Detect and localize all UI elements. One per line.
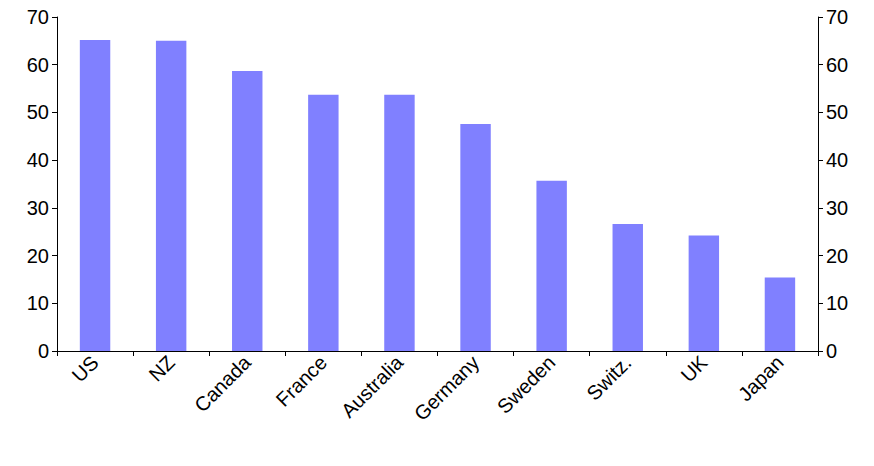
svg-text:Australia: Australia [337, 351, 408, 422]
svg-text:50: 50 [826, 101, 848, 123]
svg-text:0: 0 [826, 340, 837, 362]
svg-text:Switz.: Switz. [582, 351, 635, 404]
svg-text:50: 50 [27, 101, 49, 123]
svg-text:NZ: NZ [145, 351, 179, 385]
svg-text:US: US [68, 351, 103, 386]
svg-text:0: 0 [38, 340, 49, 362]
svg-text:Japan: Japan [734, 351, 788, 405]
svg-text:30: 30 [27, 197, 49, 219]
svg-text:Sweden: Sweden [493, 351, 560, 418]
svg-text:70: 70 [27, 6, 49, 28]
svg-text:Canada: Canada [190, 351, 256, 417]
svg-text:10: 10 [27, 292, 49, 314]
svg-text:20: 20 [27, 245, 49, 267]
svg-text:UK: UK [676, 351, 712, 387]
svg-text:10: 10 [826, 292, 848, 314]
svg-text:60: 60 [27, 54, 49, 76]
svg-text:40: 40 [826, 149, 848, 171]
svg-text:30: 30 [826, 197, 848, 219]
svg-text:20: 20 [826, 245, 848, 267]
svg-text:60: 60 [826, 54, 848, 76]
svg-text:France: France [272, 351, 332, 411]
svg-text:40: 40 [27, 149, 49, 171]
svg-text:Germany: Germany [410, 351, 484, 425]
svg-text:70: 70 [826, 6, 848, 28]
